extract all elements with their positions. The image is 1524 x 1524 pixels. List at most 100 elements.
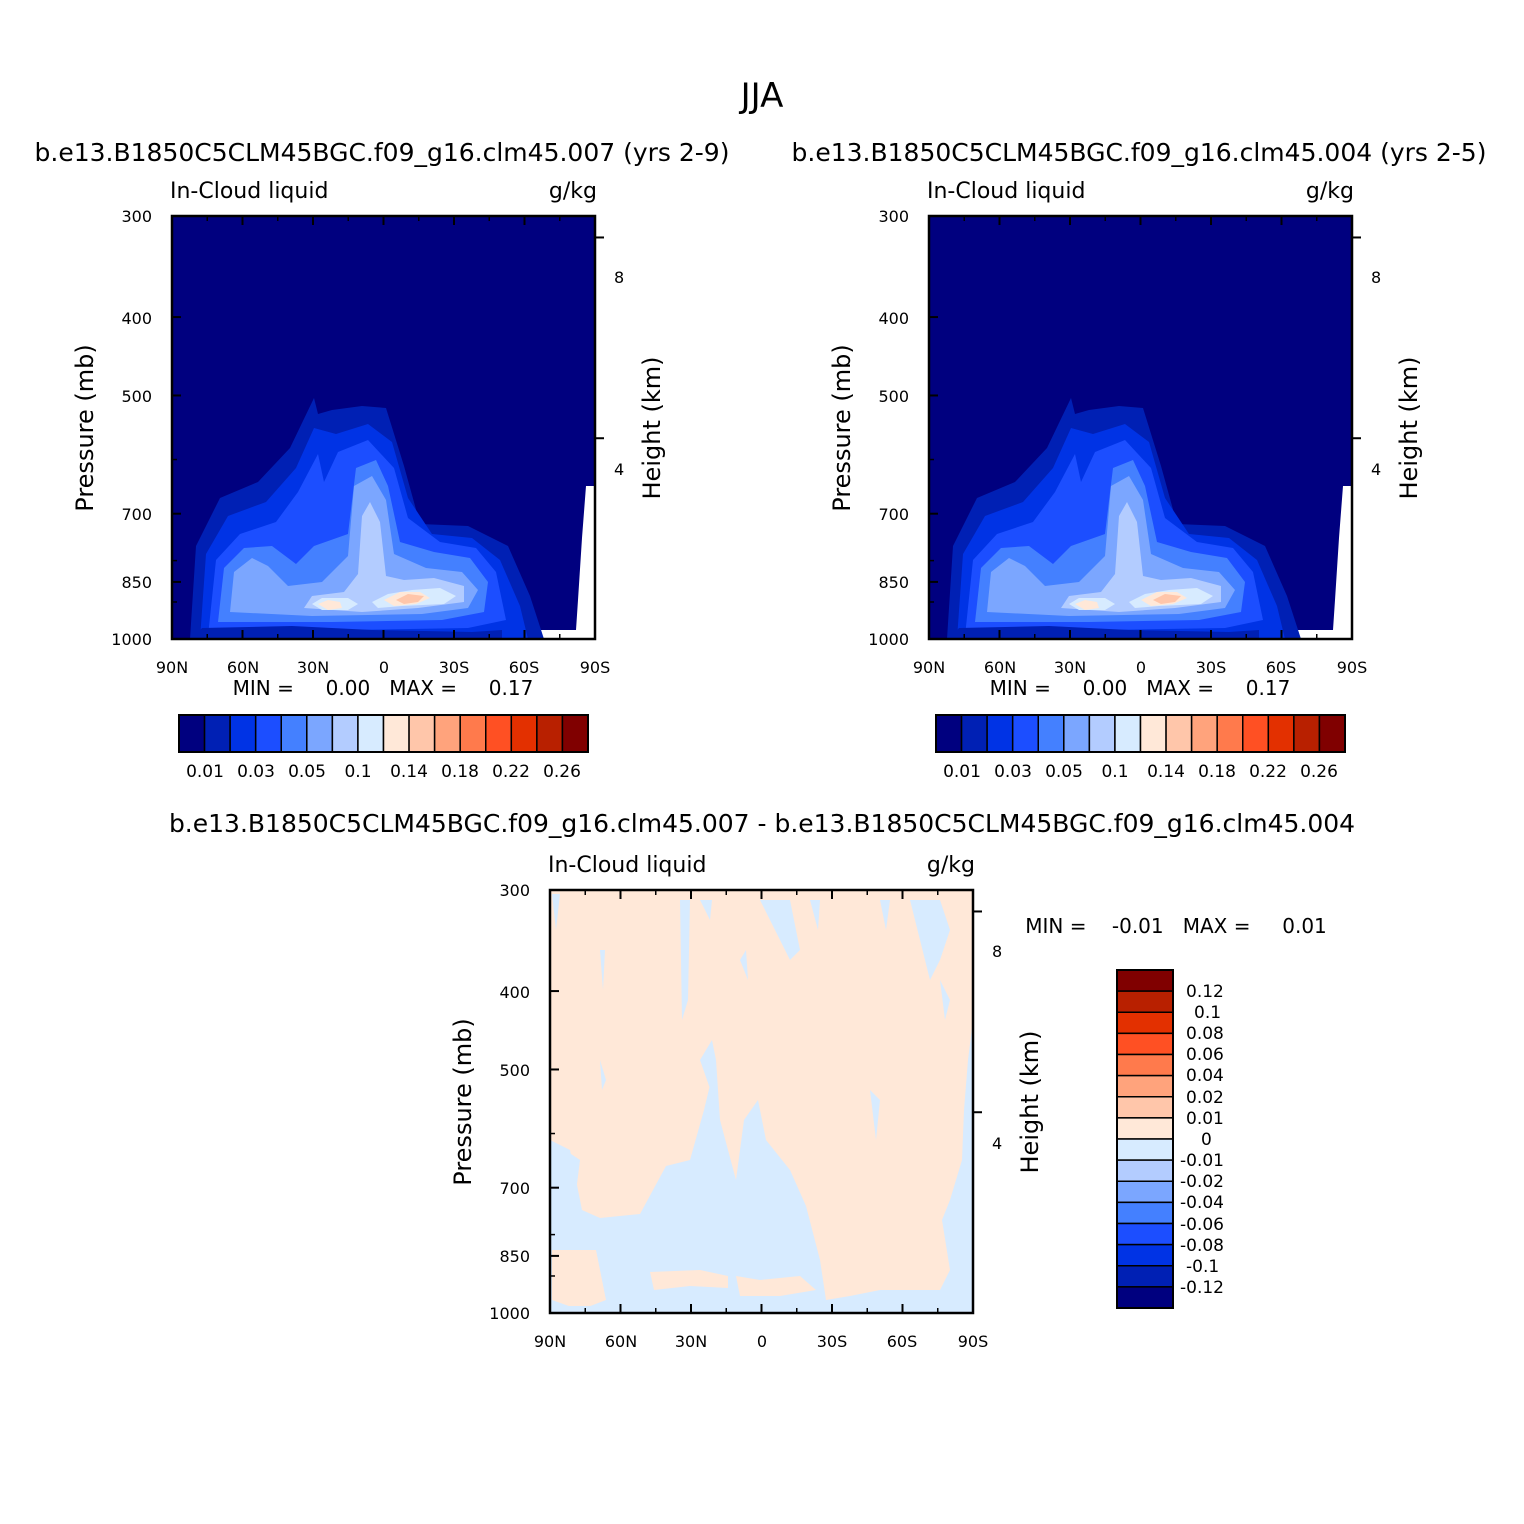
colorbar-box [485,714,513,753]
height-tick-label: 8 [992,942,1002,961]
colorbar-box [1116,1096,1174,1119]
panel-3-field [550,890,973,1313]
panel-3-x-tick-labels: 90N 60N 30N 0 30S 60S 90S [534,1332,988,1351]
y-tick-label: 700 [499,1179,530,1198]
panel-2-ticks [928,215,1361,640]
colorbar-label: 0 [1201,1130,1212,1150]
y-tick-label: 400 [878,309,909,328]
x-tick-label: 60N [605,1332,637,1351]
colorbar-label: -0.12 [1180,1278,1224,1298]
panel-2-right-tick-labels: 8 4 [1371,268,1381,479]
panel-3-title: b.e13.B1850C5CLM45BGC.f09_g16.clm45.007 … [169,809,1355,838]
colorbar-label: 0.26 [1300,762,1338,782]
colorbar-box [1242,714,1270,753]
y-tick-label: 850 [878,573,909,592]
x-tick-label: 60N [227,658,259,677]
colorbar-box [935,714,963,753]
y-tick-label: 400 [499,983,530,1002]
colorbar-box [1063,714,1091,753]
main-title: JJA [739,76,784,116]
panel-2-x-tick-labels: 90N 60N 30N 0 30S 60S 90S [913,658,1367,677]
colorbar-box [1116,1074,1174,1098]
colorbar-label: -0.04 [1180,1193,1224,1213]
colorbar-label: -0.02 [1180,1172,1224,1192]
colorbar-label: 0.03 [994,762,1032,782]
colorbar-label: -0.01 [1180,1151,1224,1171]
panel-1-right-label: g/kg [549,179,597,204]
y-tick-label: 300 [499,881,530,900]
x-tick-label: 60N [984,658,1016,677]
colorbar-box [254,714,282,753]
y-tick-label: 400 [121,309,152,328]
colorbar-box [280,714,308,753]
y-tick-label: 500 [878,387,909,406]
panel-1-x-tick-labels: 90N 60N 30N 0 30S 60S 90S [156,658,610,677]
colorbar-box [357,714,385,753]
colorbar-label: 0.05 [288,762,326,782]
panel-3-y-tick-labels: 300 400 500 700 850 1000 [489,881,530,1323]
colorbar-box [1088,714,1116,753]
colorbar-box [960,714,988,753]
colorbar-box [408,714,436,753]
x-tick-label: 30S [439,658,470,677]
x-tick-label: 90S [958,1332,989,1351]
colorbar-label: 0.03 [237,762,275,782]
colorbar-box [1116,1117,1174,1140]
colorbar-box [1190,714,1218,753]
colorbar-box [1114,714,1142,753]
panel-2-title: b.e13.B1850C5CLM45BGC.f09_g16.clm45.004 … [792,138,1487,167]
panel-1-y-tick-labels: 300 400 500 700 850 1000 [111,207,152,649]
y-tick-label: 1000 [489,1304,530,1323]
x-tick-label: 90N [156,658,188,677]
colorbar-box [1116,969,1174,992]
colorbar-box [459,714,487,753]
colorbar-label: 0.14 [1147,762,1185,782]
y-tick-label: 300 [878,207,909,226]
colorbar-box [178,714,206,753]
colorbar-label: 0.06 [1186,1045,1224,1065]
height-tick-label: 4 [1371,460,1381,479]
colorbar-box [1116,1159,1174,1182]
colorbar-box [1165,714,1193,753]
colorbar-box [382,714,410,753]
y-tick-label: 700 [878,505,909,524]
colorbar-label: -0.06 [1180,1215,1224,1235]
y-tick-label: 300 [121,207,152,226]
colorbar-box [1116,990,1174,1013]
panel-1-ylabel: Pressure (mb) [71,344,99,511]
panel-3-colorbar [1116,969,1174,1309]
colorbar-box [203,714,231,753]
panel-2-field [929,216,1352,639]
colorbar-label: 0.02 [1186,1088,1224,1108]
colorbar-label: 0.08 [1186,1024,1224,1044]
colorbar-label: 0.22 [492,762,530,782]
colorbar-frame [935,714,1346,753]
x-tick-label: 0 [757,1332,767,1351]
y-tick-label: 850 [121,573,152,592]
panel-2-colorbar [935,714,1346,753]
colorbar-box [1116,1053,1174,1077]
colorbar-box [986,714,1014,753]
y-tick-label: 1000 [111,630,152,649]
x-tick-label: 60S [887,1332,918,1351]
colorbar-label: 0.01 [186,762,224,782]
x-tick-label: 30N [1054,658,1086,677]
colorbar-label: 0.18 [1198,762,1236,782]
colorbar-label: 0.14 [390,762,428,782]
colorbar-box [1139,714,1167,753]
x-tick-label: 30N [297,658,329,677]
colorbar-box [1116,1180,1174,1204]
colorbar-label: 0.1 [1101,762,1128,782]
colorbar-label: 0.18 [441,762,479,782]
panel-1-stats: MIN = 0.00 MAX = 0.17 [233,676,534,700]
y-tick-label: 500 [499,1061,530,1080]
colorbar-box [1116,1222,1174,1246]
colorbar-label: 0.22 [1249,762,1287,782]
panel-3-left-label: In-Cloud liquid [548,853,706,878]
panel-2-y-tick-labels: 300 400 500 700 850 1000 [868,207,909,649]
panel-3-stats: MIN = -0.01 MAX = 0.01 [1025,914,1327,938]
height-tick-label: 8 [614,268,624,287]
x-tick-label: 0 [1136,658,1146,677]
panel-1-left-label: In-Cloud liquid [170,179,328,204]
colorbar-box [306,714,334,753]
